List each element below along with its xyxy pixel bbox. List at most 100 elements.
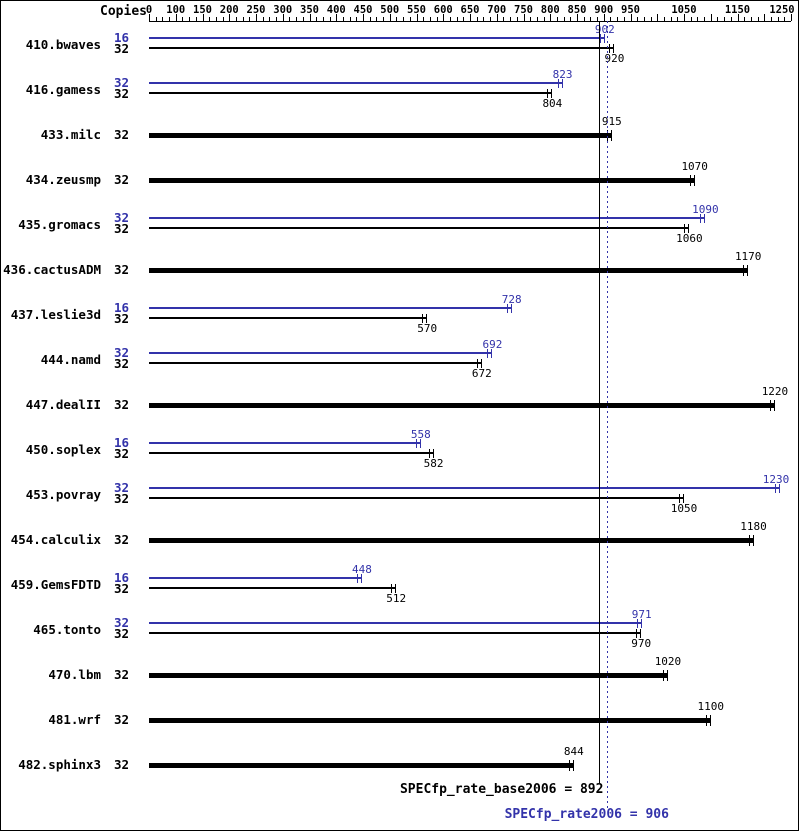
copies-label: 32 (113, 210, 129, 225)
bar-value-label: 1170 (734, 250, 762, 263)
error-whisker (752, 535, 754, 546)
axis-major-tick (523, 14, 525, 21)
axis-minor-tick (296, 17, 298, 21)
bar-value-label: 582 (423, 457, 444, 470)
axis-minor-tick (409, 17, 411, 21)
error-whisker (705, 715, 707, 726)
error-whisker (640, 618, 642, 628)
axis-major-tick (149, 14, 150, 21)
bar-base (149, 452, 434, 454)
error-whisker (480, 358, 482, 368)
bar-value-label: 728 (501, 293, 522, 306)
bar-base (149, 587, 397, 589)
axis-major-tick (470, 14, 471, 21)
bar-peak (149, 352, 493, 354)
error-whisker (769, 400, 771, 411)
axis-tick-label: 350 (300, 4, 319, 16)
bar-value-label: 971 (631, 608, 652, 621)
bar-value-label: 920 (604, 52, 625, 65)
axis-tick-label: 1050 (671, 4, 697, 16)
error-whisker (704, 213, 706, 223)
axis-minor-tick (563, 17, 565, 21)
benchmark-name-label: 454.calculix (10, 532, 101, 547)
axis-major-tick (684, 14, 685, 21)
bar-value-label: 512 (386, 592, 407, 605)
benchmark-name-label: 444.namd (40, 352, 101, 367)
bar-peak (149, 622, 642, 624)
axis-major-tick (791, 14, 792, 21)
axis-tick-label: 900 (594, 4, 614, 16)
bar-value-label: 1020 (654, 655, 682, 668)
error-whisker (779, 483, 781, 493)
bar-base (149, 268, 749, 273)
axis-minor-tick (570, 17, 572, 21)
bar-base (149, 673, 668, 678)
axis-tick-label: 300 (273, 4, 293, 16)
bar-base (149, 718, 711, 723)
copies-label: 32 (113, 397, 129, 412)
error-whisker (609, 43, 611, 53)
bar-value-label: 448 (351, 563, 372, 576)
copies-label: 32 (113, 757, 129, 772)
error-whisker (561, 78, 563, 88)
error-whisker (747, 265, 749, 276)
axis-minor-tick (383, 17, 385, 21)
copies-label: 32 (113, 581, 129, 596)
axis-minor-tick (777, 17, 779, 21)
axis-minor-tick (449, 17, 451, 21)
axis-minor-tick (436, 17, 438, 21)
benchmark-name-label: 410.bwaves (25, 37, 101, 52)
axis-tick-label: 600 (433, 4, 453, 16)
axis-minor-tick (235, 17, 237, 21)
reference-line-peak_mean (606, 21, 608, 808)
error-whisker (415, 438, 417, 448)
error-whisker (748, 535, 750, 546)
bar-base (149, 133, 612, 138)
axis-minor-tick (770, 17, 772, 21)
error-whisker (476, 358, 478, 368)
bar-value-label: 692 (482, 338, 503, 351)
axis-minor-tick (650, 17, 652, 21)
copies-label: 32 (113, 356, 129, 371)
bar-base (149, 497, 684, 499)
axis-minor-tick (583, 17, 585, 21)
copies-label: 32 (113, 532, 129, 547)
axis-tick-label: 250 (246, 4, 266, 16)
axis-minor-tick (643, 17, 645, 21)
axis-tick-label: 800 (540, 4, 560, 16)
axis-minor-tick (556, 17, 558, 21)
copies-label: 16 (113, 435, 129, 450)
error-whisker (693, 175, 695, 186)
bar-value-label: 1230 (762, 473, 790, 486)
error-whisker (395, 583, 397, 593)
axis-minor-tick (490, 17, 492, 21)
axis-minor-tick (637, 17, 639, 21)
bar-base (149, 403, 775, 408)
axis-major-tick (202, 14, 204, 21)
axis-major-tick (282, 14, 284, 21)
error-whisker (743, 265, 745, 276)
bar-value-label: 1180 (740, 520, 767, 533)
copies-label: 16 (113, 570, 129, 585)
error-whisker (700, 213, 702, 223)
error-whisker (547, 88, 549, 98)
axis-minor-tick (269, 17, 271, 21)
axis-minor-tick (610, 17, 612, 21)
benchmark-name-label: 482.sphinx3 (18, 757, 101, 772)
axis-major-tick (737, 14, 739, 21)
bar-value-label: 823 (552, 68, 573, 81)
axis-minor-tick (403, 17, 405, 21)
axis-minor-tick (750, 17, 752, 21)
error-whisker (487, 348, 489, 358)
copies-label: 32 (113, 41, 129, 56)
axis-minor-tick (289, 17, 291, 21)
axis-minor-tick (543, 17, 545, 21)
bar-value-label: 844 (563, 745, 584, 758)
axis-minor-tick (356, 17, 358, 21)
bar-value-label: 1060 (676, 232, 703, 245)
bar-value-label: 1070 (681, 160, 708, 173)
axis-tick-label: 750 (514, 4, 533, 16)
axis-minor-tick (510, 17, 512, 21)
axis-minor-tick (536, 17, 538, 21)
axis-minor-tick (276, 17, 278, 21)
